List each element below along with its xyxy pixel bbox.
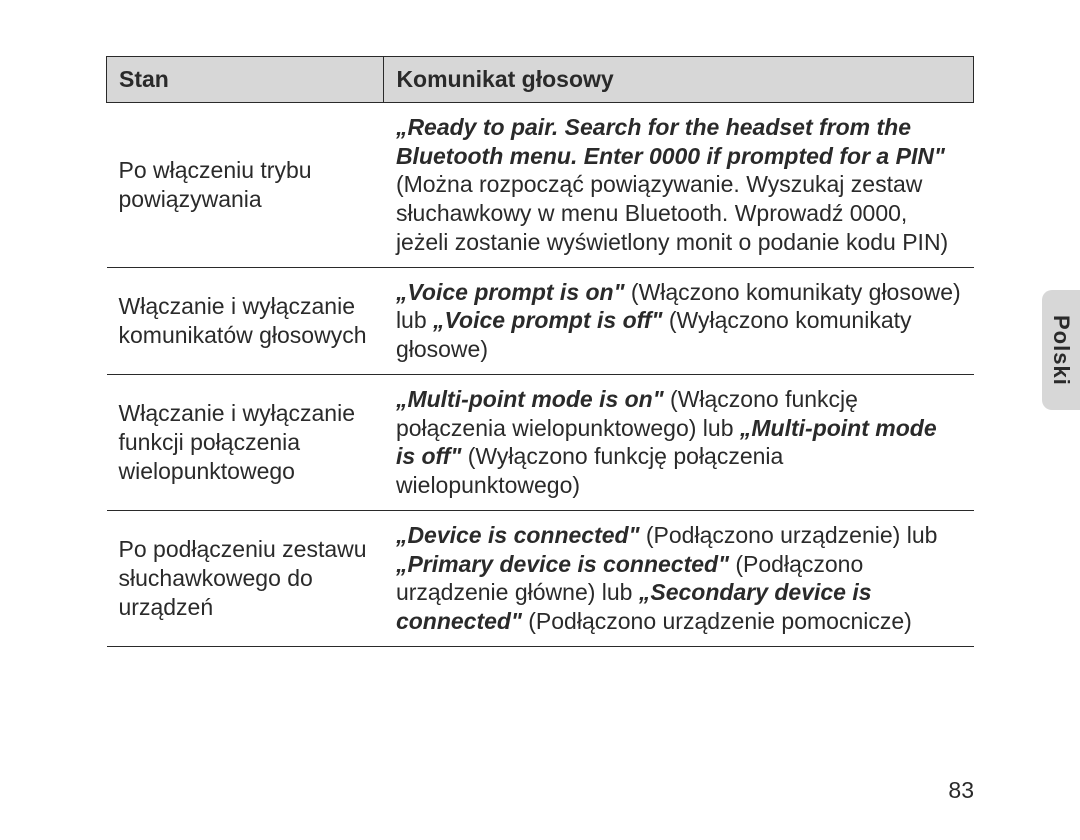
cell-komunikat: „Multi-point mode is on" (Włączono funkc… [384,374,974,510]
table-row: Po włączeniu trybu powiązywania „Ready t… [107,102,974,267]
cell-komunikat: „Ready to pair. Search for the headset f… [384,102,974,267]
translation-text: (Podłączono urządzenie) lub [640,522,938,548]
translation-text: (Podłączono urządzenie pomocnicze) [522,608,912,634]
table-header-stan: Stan [107,57,384,103]
voice-prompt-text: „Voice prompt is on" [396,279,625,305]
voice-prompt-text: „Ready to pair. Search for the headset f… [396,114,945,169]
voice-prompt-text: „Primary device is connected" [396,551,729,577]
cell-stan: Po włączeniu trybu powiązywania [107,102,384,267]
table-row: Włączanie i wyłączanie komunikatów głoso… [107,267,974,374]
table-row: Włączanie i wyłączanie funkcji połączeni… [107,374,974,510]
page: Stan Komunikat głosowy Po włączeniu tryb… [0,0,1080,840]
translation-text: (Można rozpocząć powiązywanie. Wyszukaj … [396,171,948,255]
cell-komunikat: „Voice prompt is on" (Włączono komunikat… [384,267,974,374]
table-header-row: Stan Komunikat głosowy [107,57,974,103]
table-row: Po podłączeniu zestawu słuchawkowego do … [107,510,974,646]
cell-stan: Po podłączeniu zestawu słuchawkowego do … [107,510,384,646]
voice-prompt-text: „Device is connected" [396,522,640,548]
voice-prompt-text: „Voice prompt is off" [433,307,662,333]
cell-komunikat: „Device is connected" (Podłączono urządz… [384,510,974,646]
voice-prompt-table: Stan Komunikat głosowy Po włączeniu tryb… [106,56,974,647]
voice-prompt-text: „Multi-point mode is on" [396,386,664,412]
language-tab-label: Polski [1048,315,1074,386]
table-header-komunikat: Komunikat głosowy [384,57,974,103]
language-tab: Polski [1042,290,1080,410]
cell-stan: Włączanie i wyłączanie funkcji połączeni… [107,374,384,510]
cell-stan: Włączanie i wyłączanie komunikatów głoso… [107,267,384,374]
page-number: 83 [948,777,974,804]
